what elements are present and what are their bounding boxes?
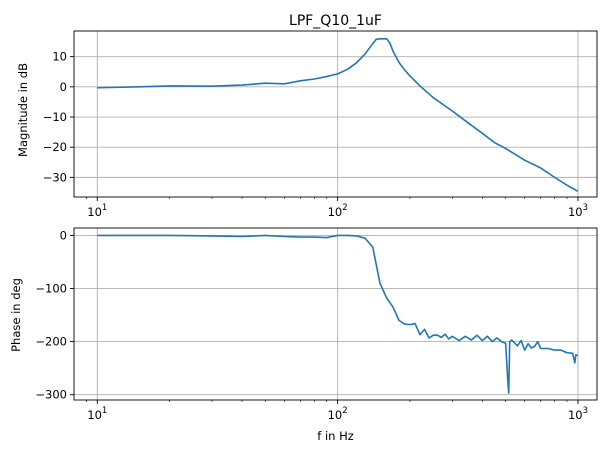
magnitude-axes-frame xyxy=(73,30,598,198)
magnitude-plot: 101 102 103 10 0 −10 −20 −30 xyxy=(43,30,598,219)
phase-x-tick-label-2: 103 xyxy=(568,406,588,422)
phase-plot: 101 102 103 0 −100 −200 −300 xyxy=(35,227,598,422)
magnitude-y-tick-label-1: 0 xyxy=(60,80,67,94)
phase-axes-frame xyxy=(73,227,598,401)
magnitude-y-tick-label-0: 10 xyxy=(52,50,67,64)
magnitude-y-tick-label-3: −20 xyxy=(43,140,67,154)
phase-x-tick-label-0: 101 xyxy=(87,406,107,422)
phase-y-tick-label-0: 0 xyxy=(60,228,67,242)
magnitude-y-axis-label: Magnitude in dB xyxy=(16,63,30,157)
phase-y-tick-label-1: −100 xyxy=(35,282,67,296)
phase-series-line-0 xyxy=(97,234,579,394)
phase-x-tick-label-1: 102 xyxy=(328,406,348,422)
magnitude-y-tick-label-2: −10 xyxy=(43,110,67,124)
chart-title: LPF_Q10_1uF xyxy=(289,13,382,29)
x-axis-label: f in Hz xyxy=(317,429,354,443)
magnitude-x-tick-label-1: 102 xyxy=(328,203,348,219)
phase-y-tick-label-2: −200 xyxy=(35,335,67,349)
phase-y-axis-label: Phase in deg xyxy=(9,278,23,352)
magnitude-x-tick-label-0: 101 xyxy=(87,203,107,219)
magnitude-x-tick-label-2: 103 xyxy=(568,203,588,219)
magnitude-y-tick-label-4: −30 xyxy=(43,170,67,184)
magnitude-series-line-0 xyxy=(97,38,579,192)
phase-y-tick-label-3: −300 xyxy=(35,388,67,402)
